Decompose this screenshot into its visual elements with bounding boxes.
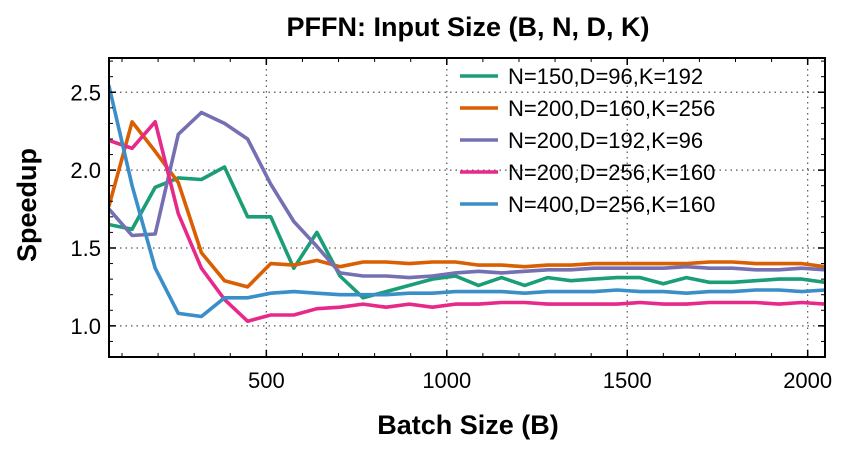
series-line <box>109 110 825 280</box>
legend-label: N=150,D=96,K=192 <box>508 64 703 89</box>
legend-label: N=400,D=256,K=160 <box>508 192 715 217</box>
plot-area-frame <box>108 57 826 358</box>
legend: N=150,D=96,K=192 N=200,D=160,K=256 N=200,D… <box>460 64 715 217</box>
y-axis-label: Speedup <box>12 148 42 262</box>
x-tick-label: 500 <box>248 368 285 393</box>
series-line <box>109 120 825 324</box>
x-tick-label: 2000 <box>783 368 832 393</box>
legend-label: N=200,D=256,K=160 <box>508 160 715 185</box>
y-tick-label: 2.5 <box>70 80 101 105</box>
axis-ticks: 500 1000 1500 2000 1.0 1.5 2.0 2.5 <box>70 58 832 393</box>
series-line <box>109 120 825 289</box>
x-tick-label: 1500 <box>603 368 652 393</box>
series-line <box>109 165 825 300</box>
legend-label: N=200,D=160,K=256 <box>508 96 715 121</box>
gridlines <box>109 58 825 357</box>
x-axis-label: Batch Size (B) <box>377 410 559 440</box>
x-tick-label: 1000 <box>422 368 471 393</box>
y-tick-label: 1.0 <box>70 314 101 339</box>
legend-label: N=200,D=192,K=96 <box>508 128 703 153</box>
chart-title: PFFN: Input Size (B, N, D, K) <box>287 12 650 42</box>
series-line <box>109 84 825 319</box>
y-tick-label: 2.0 <box>70 158 101 183</box>
series-lines <box>109 84 825 324</box>
y-tick-label: 1.5 <box>70 236 101 261</box>
